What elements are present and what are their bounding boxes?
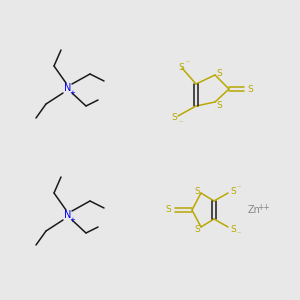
Text: S: S: [178, 64, 184, 73]
Text: S: S: [247, 85, 253, 94]
Text: S: S: [171, 113, 177, 122]
Text: S: S: [194, 226, 200, 235]
Text: S: S: [230, 224, 236, 233]
Text: +: +: [69, 90, 75, 96]
Text: ++: ++: [258, 202, 270, 211]
Text: ⁻: ⁻: [179, 118, 183, 127]
Text: ⁻: ⁻: [237, 184, 241, 193]
Text: N: N: [64, 210, 72, 220]
Text: N: N: [64, 83, 72, 93]
Text: S: S: [216, 68, 222, 77]
Text: S: S: [194, 188, 200, 196]
Text: ⁻: ⁻: [237, 230, 241, 238]
Text: S: S: [216, 101, 222, 110]
Text: ⁻: ⁻: [186, 58, 190, 68]
Text: Zn: Zn: [248, 205, 260, 215]
Text: S: S: [165, 206, 171, 214]
Text: S: S: [230, 188, 236, 196]
Text: +: +: [69, 217, 75, 223]
